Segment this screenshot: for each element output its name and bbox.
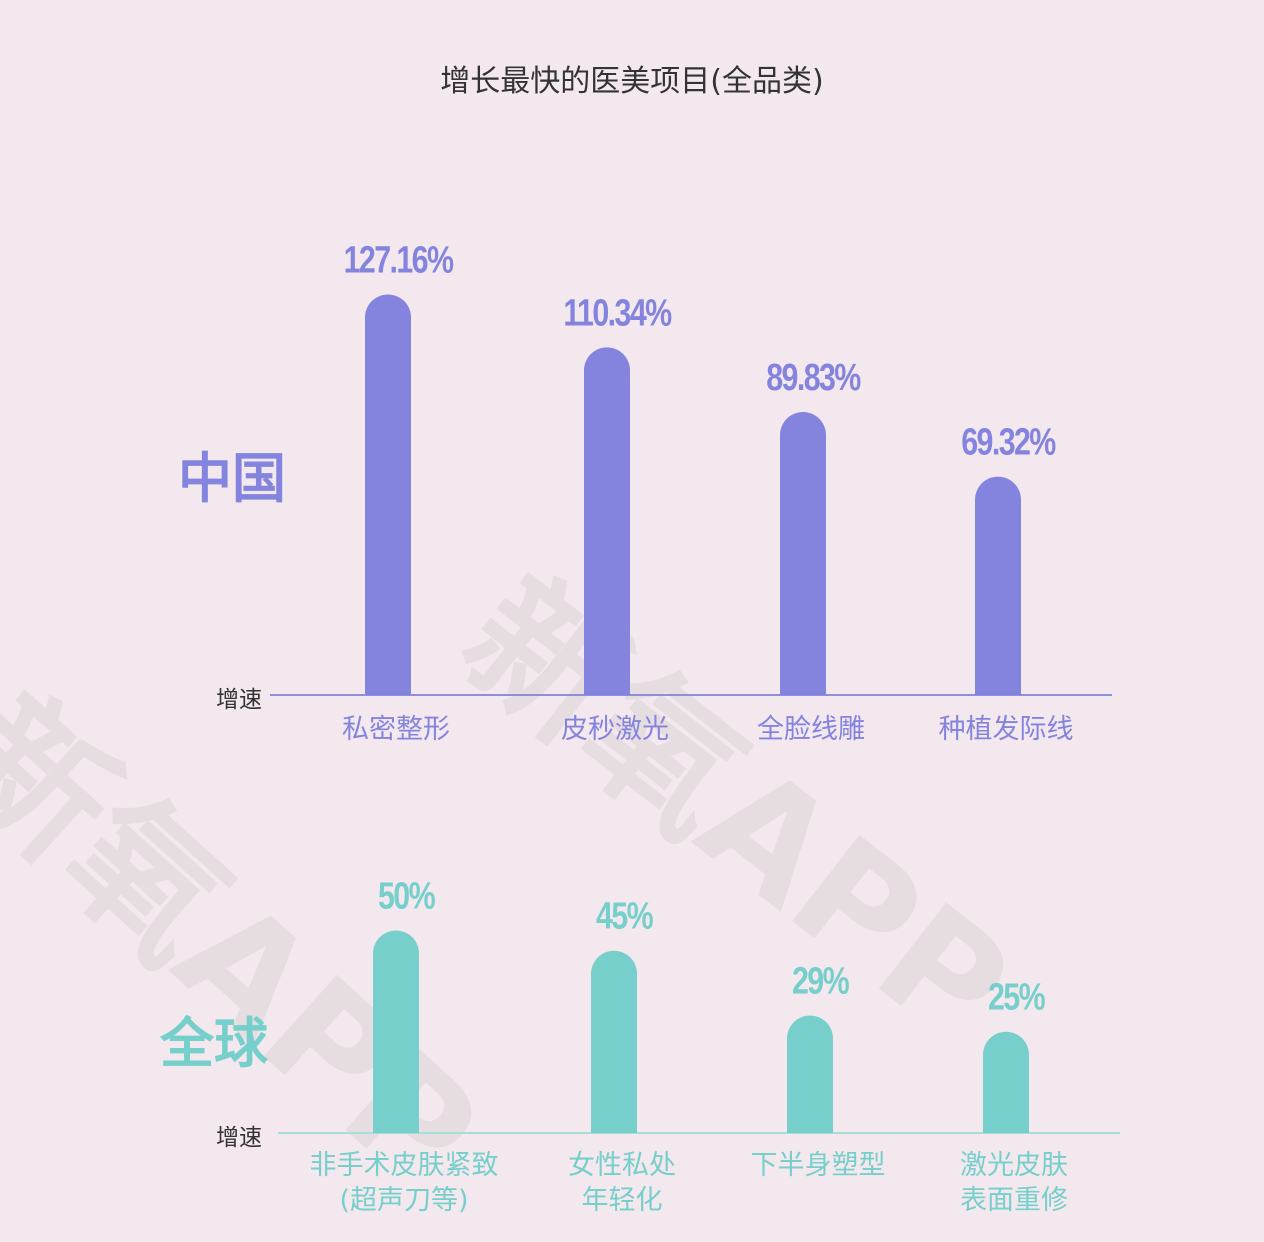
bar [983,1031,1029,1133]
data-label: 110.34% [563,292,671,334]
category-tick-label: 年轻化 [582,1185,663,1216]
data-label: 25% [988,977,1045,1019]
data-label: 29% [792,960,849,1002]
region-label: 全球 [159,1012,269,1075]
category-tick-label: 表面重修 [960,1185,1068,1216]
bar [787,1015,833,1133]
category-tick-label: 全脸线雕 [757,714,865,745]
category-tick-label: 女性私处 [568,1150,676,1181]
category-tick-label: 种植发际线 [939,714,1074,745]
axis-label: 增速 [216,687,262,713]
category-tick-label: (超声刀等) [339,1185,468,1216]
bar [373,930,419,1133]
chart-title: 增长最快的医美项目(全品类) [440,64,824,99]
category-tick-label: 非手术皮肤紧致 [310,1150,499,1181]
data-label: 50% [378,875,435,917]
axis-label: 增速 [216,1125,262,1151]
bar [780,412,826,695]
data-label: 45% [596,896,653,938]
bar [975,476,1021,695]
region-label: 中国 [178,447,286,510]
bar [365,294,412,695]
bar [584,347,630,695]
category-tick-label: 私密整形 [342,714,450,745]
data-label: 127.16% [344,239,454,281]
data-label: 89.83% [766,357,861,399]
bar [591,950,637,1133]
data-label: 69.32% [961,422,1056,464]
category-tick-label: 激光皮肤 [960,1150,1068,1181]
category-tick-label: 下半身塑型 [751,1150,886,1181]
category-tick-label: 皮秒激光 [561,714,669,745]
